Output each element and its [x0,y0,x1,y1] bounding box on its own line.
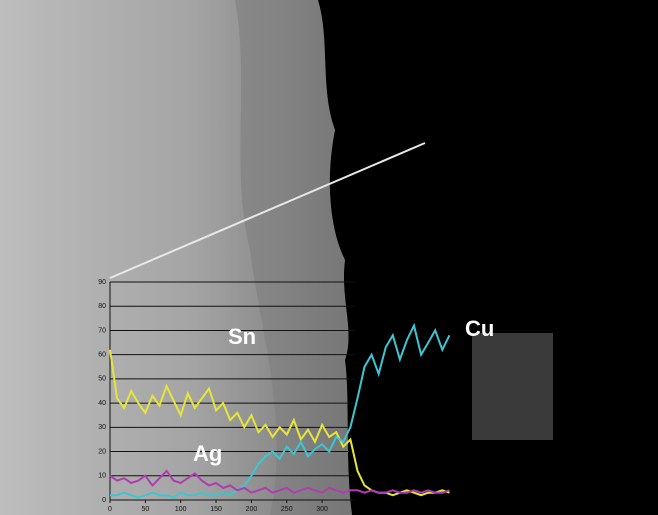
y-tick-label: 70 [98,327,106,334]
x-tick-label: 100 [175,506,187,513]
y-tick-label: 10 [98,473,106,480]
series-label: Sn [228,324,256,349]
y-tick-label: 0 [102,497,106,504]
x-tick-label: 200 [246,506,258,513]
y-tick-label: 40 [98,400,106,407]
y-tick-label: 60 [98,352,106,359]
x-tick-label: 0 [108,506,112,513]
y-tick-label: 30 [98,424,106,431]
x-tick-label: 150 [210,506,222,513]
y-tick-label: 80 [98,303,106,310]
series-label: Ag [193,441,222,466]
y-tick-label: 20 [98,448,106,455]
inset-box [472,333,553,440]
page: {"chart_data": {"type": "line", "x": [0,… [0,0,658,515]
x-tick-label: 300 [316,506,328,513]
series-label: Cu [465,316,494,341]
y-tick-label: 90 [98,279,106,286]
x-tick-label: 250 [281,506,293,513]
y-tick-label: 50 [98,376,106,383]
x-tick-label: 50 [141,506,149,513]
chart: 0 10 20 30 40 50 60 70 80 90 0 50 100 150 200 250 300 Sn A… [0,0,658,515]
